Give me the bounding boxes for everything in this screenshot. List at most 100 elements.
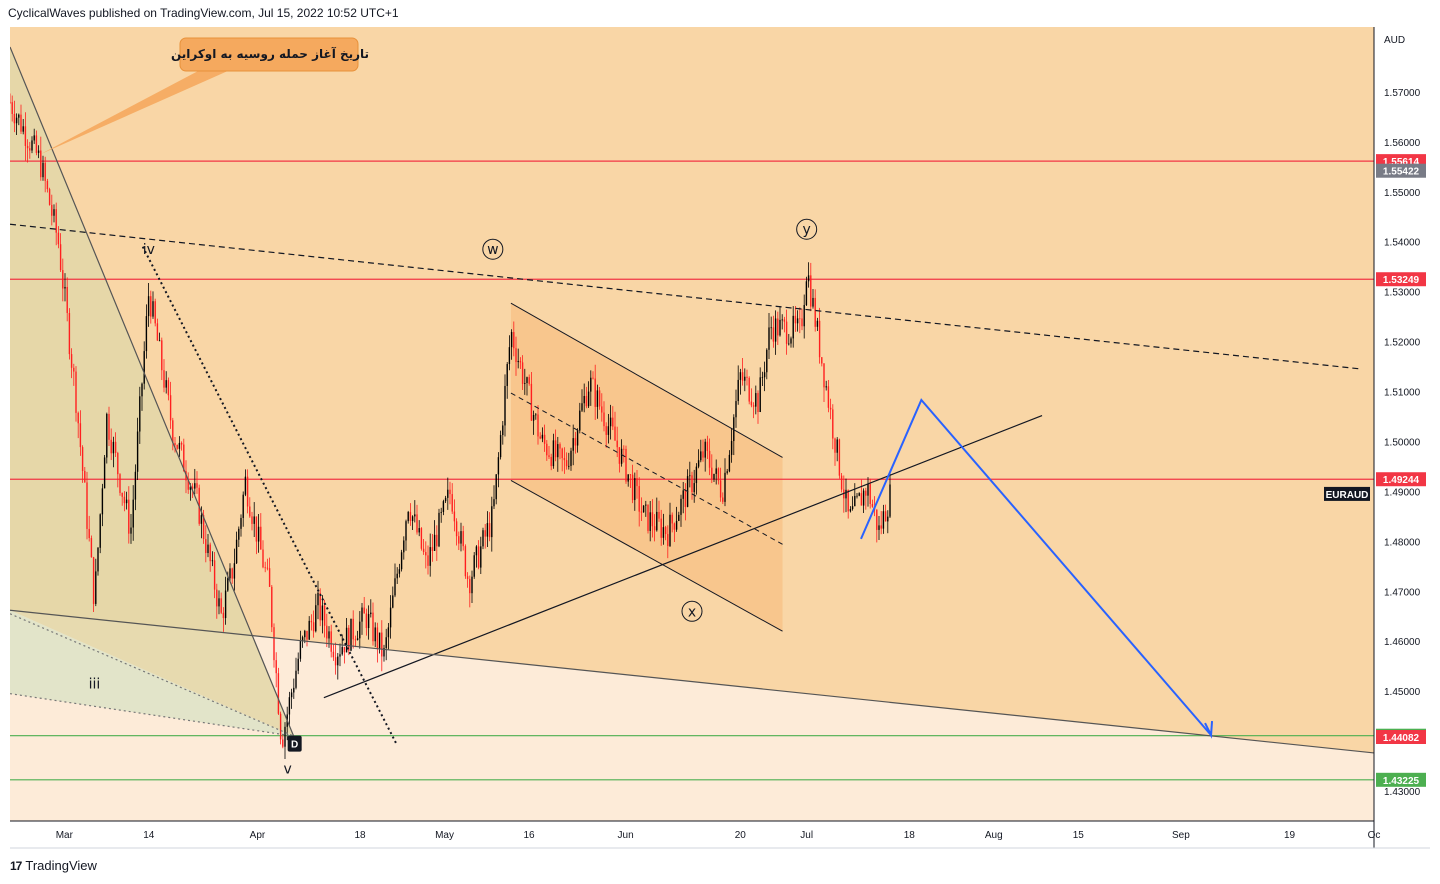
wave-label: v [283,762,291,778]
x-tick-label: 20 [735,830,747,841]
candle-body [678,514,680,521]
candle-body [271,586,273,628]
candle-body [40,150,42,178]
candle-body [356,638,359,641]
candle-body [563,458,566,461]
candle-body [11,102,13,114]
candle-body [884,511,887,522]
candle-body [18,114,20,118]
candle-body [645,504,647,506]
candle-body [444,497,447,502]
y-tick-label: 1.47000 [1384,587,1421,598]
candle-body [79,423,82,448]
candle-body [493,499,495,507]
candle-body [759,377,761,413]
candle-body [671,514,673,524]
candle-body [598,390,601,407]
candle-body [805,281,808,305]
candle-body [84,470,86,483]
x-tick-label: 14 [143,830,155,841]
candle-body [726,471,728,473]
price-level-label: 1.55614 [1383,157,1420,168]
candle-body [854,495,856,507]
candle-body [334,657,337,666]
candle-body [24,126,27,146]
trend-line[interactable] [323,414,1043,699]
candle-body [715,468,717,474]
candle-body [227,578,229,591]
candle-body [695,466,698,484]
candle-body [744,376,746,381]
candle-body [497,457,500,475]
candle-body [829,407,832,410]
candle-body [887,516,889,522]
candle-body [389,607,392,628]
candle-body [128,499,130,534]
candle-body [508,347,511,365]
candle-body [169,395,172,421]
candle-body [761,377,764,379]
candle-body [460,531,462,544]
candle-body [372,612,374,642]
candle-body [68,313,71,355]
trend-line[interactable] [10,223,1362,370]
candle-body [515,348,517,363]
y-tick-label: 1.53000 [1384,288,1421,299]
candle-body [244,476,247,495]
wave-label: y [803,222,811,238]
candle-body [653,526,656,531]
candle-body [471,576,473,594]
wave-circle [796,218,818,240]
trend-line[interactable] [10,609,1380,754]
candle-body [385,637,387,648]
candle-body [506,364,508,386]
candle-body [546,443,548,456]
candle-body [581,403,583,411]
candle-body [387,627,390,638]
candle-body [704,441,706,458]
candle-body [618,447,621,464]
channel-lower-line[interactable] [510,479,783,632]
candle-body [123,496,126,504]
channel-mid-line[interactable] [510,392,783,545]
candle-body [427,555,429,566]
callout-text: تاریخ آغاز حمله روسیه به اوکراین [171,46,369,62]
candle-body [411,516,414,521]
tradingview-footer[interactable]: 17 TradingView [10,858,97,873]
trend-line[interactable] [10,613,294,737]
candle-body [821,357,823,364]
candle-body [251,516,253,524]
candle-body [669,514,671,546]
candle-body [609,417,612,427]
candle-body [484,530,486,537]
trend-line[interactable] [10,46,295,737]
candle-body [284,726,286,747]
candle-body [565,460,568,467]
candle-body [513,332,515,349]
candle-body [114,441,117,453]
candle-body [337,656,339,666]
candle-body [691,475,693,493]
candle-body [348,627,350,651]
publisher-header: CyclicalWaves published on TradingView.c… [8,6,399,20]
annotation-callout[interactable]: تاریخ آغاز حمله روسیه به اوکراین [40,37,369,155]
candle-body [378,632,381,649]
channel-fill [510,303,783,632]
candle-body [416,514,418,533]
candle-body [640,511,643,513]
candle-body [634,478,636,501]
channel-upper-line[interactable] [510,302,783,458]
candle-body [466,576,469,579]
candle-body [59,244,62,271]
candle-body [240,517,242,529]
candle-body [462,531,464,547]
candle-body [409,511,412,521]
projection-path[interactable] [860,398,1212,736]
candle-body [482,530,484,547]
candle-body [22,126,24,132]
candle-body [785,321,788,344]
candle-body [275,660,277,674]
candle-body [574,438,577,446]
candle-body [10,101,11,103]
